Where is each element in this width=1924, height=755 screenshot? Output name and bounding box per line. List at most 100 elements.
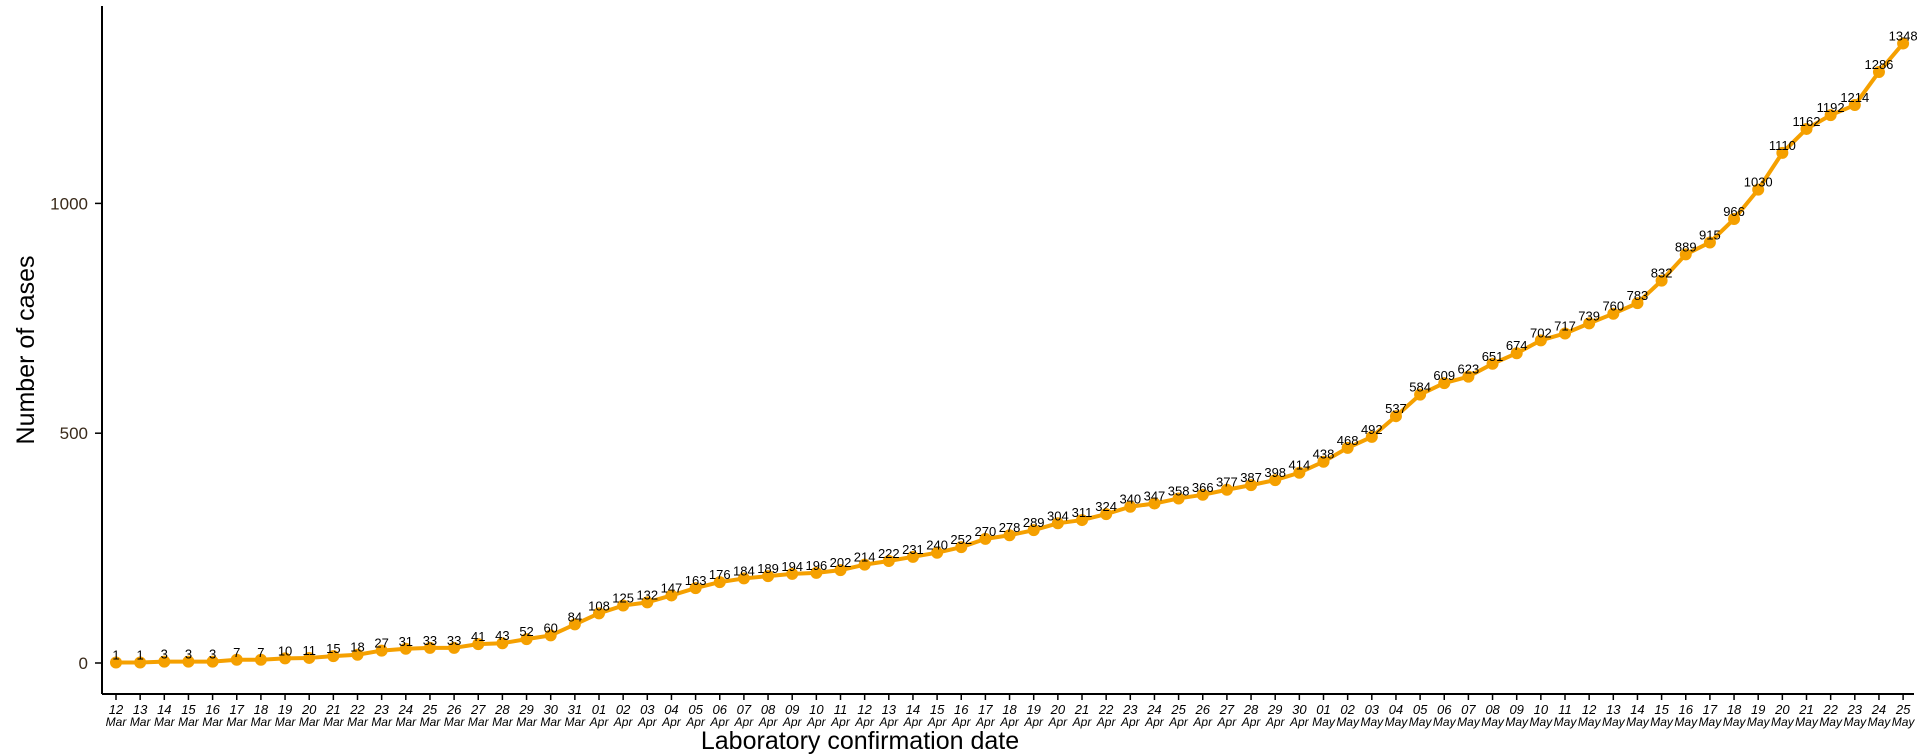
x-tick-day-label: 13 <box>133 702 148 717</box>
x-tick-month-label: Apr <box>1144 715 1165 729</box>
x-tick-month-label: May <box>1626 715 1650 729</box>
data-label: 584 <box>1409 380 1431 395</box>
x-tick-month-label: Apr <box>975 715 996 729</box>
x-tick-day-label: 23 <box>373 702 389 717</box>
data-point <box>230 653 243 666</box>
data-label: 1286 <box>1864 57 1893 72</box>
x-tick-month-label: May <box>1312 715 1336 729</box>
x-tick-month-label: May <box>1843 715 1867 729</box>
x-tick-month-label: May <box>1747 715 1771 729</box>
x-tick-day-label: 21 <box>325 702 340 717</box>
data-point <box>1897 37 1910 50</box>
data-point <box>1872 65 1885 78</box>
data-label: 609 <box>1433 368 1455 383</box>
x-axis-title: Laboratory confirmation date <box>701 727 1019 755</box>
x-tick-month-label: Mar <box>323 715 345 729</box>
data-point <box>1269 474 1282 487</box>
data-point <box>882 554 895 567</box>
data-label: 1348 <box>1889 28 1918 43</box>
data-point <box>1824 109 1837 122</box>
x-tick-month-label: Mar <box>251 715 273 729</box>
data-label: 915 <box>1699 227 1721 242</box>
x-tick-month-label: Apr <box>661 715 682 729</box>
data-label: 132 <box>636 587 658 602</box>
data-label: 43 <box>495 628 509 643</box>
x-tick-day-label: 02 <box>1340 702 1355 717</box>
x-tick-day-label: 19 <box>1026 702 1040 717</box>
series-line <box>116 42 1905 665</box>
x-tick-day-label: 18 <box>1002 702 1017 717</box>
data-label: 347 <box>1144 489 1166 504</box>
data-label: 240 <box>926 538 948 553</box>
x-tick-month-label: Mar <box>516 715 538 729</box>
x-tick-month-label: Apr <box>1192 715 1213 729</box>
data-label: 60 <box>543 620 557 635</box>
x-tick-month-label: Apr <box>951 715 972 729</box>
data-point <box>689 582 702 595</box>
data-label: 623 <box>1458 362 1480 377</box>
data-label: 125 <box>612 591 634 606</box>
data-label: 7 <box>233 645 240 660</box>
data-point <box>1728 213 1741 226</box>
x-tick-day-label: 05 <box>688 702 703 717</box>
data-label: 11 <box>302 643 316 658</box>
data-point <box>1365 430 1378 443</box>
x-tick-month-label: May <box>1578 715 1602 729</box>
data-point <box>327 650 340 663</box>
x-tick-month-label: Apr <box>1289 715 1310 729</box>
data-point <box>496 637 509 650</box>
x-tick-month-label: Apr <box>1241 715 1262 729</box>
x-tick-day-label: 15 <box>181 702 196 717</box>
x-tick-month-label: May <box>1723 715 1747 729</box>
data-label: 3 <box>209 647 216 662</box>
x-tick-month-label: Apr <box>613 715 634 729</box>
x-tick-month-label: May <box>1409 715 1433 729</box>
x-tick-month-label: Apr <box>1265 715 1286 729</box>
data-point <box>182 655 195 668</box>
x-tick-month-label: May <box>1385 715 1409 729</box>
x-tick-month-label: May <box>1699 715 1723 729</box>
data-label: 33 <box>423 633 437 648</box>
data-label: 289 <box>1023 515 1045 530</box>
x-tick-day-label: 07 <box>1461 702 1476 717</box>
data-point <box>834 564 847 577</box>
x-tick-month-label: Mar <box>226 715 248 729</box>
data-label: 537 <box>1385 401 1407 416</box>
x-tick-month-label: Apr <box>589 715 610 729</box>
data-point <box>1003 529 1016 542</box>
x-tick-month-label: Apr <box>1120 715 1141 729</box>
x-tick-month-label: May <box>1530 715 1554 729</box>
x-tick-day-label: 01 <box>592 702 606 717</box>
data-point <box>279 652 292 665</box>
x-tick-month-label: Mar <box>468 715 490 729</box>
x-tick-day-label: 27 <box>470 702 486 717</box>
x-tick-day-label: 18 <box>1727 702 1742 717</box>
x-tick-day-label: 26 <box>1195 702 1211 717</box>
x-tick-month-label: May <box>1674 715 1698 729</box>
x-ticks: 12Mar13Mar14Mar15Mar16Mar17Mar18Mar19Mar… <box>106 694 1915 729</box>
x-tick-month-label: Mar <box>130 715 152 729</box>
data-label: 340 <box>1119 492 1141 507</box>
data-label: 889 <box>1675 239 1697 254</box>
data-point <box>158 655 171 668</box>
x-tick-month-label: Apr <box>637 715 658 729</box>
data-point <box>1100 508 1113 521</box>
data-label: 783 <box>1627 288 1649 303</box>
x-tick-month-label: Mar <box>154 715 176 729</box>
data-point <box>786 567 799 580</box>
x-tick-day-label: 25 <box>1895 702 1911 717</box>
data-point <box>1076 514 1088 527</box>
data-label: 202 <box>830 555 852 570</box>
x-tick-month-label: May <box>1336 715 1360 729</box>
x-tick-day-label: 22 <box>349 702 365 717</box>
x-tick-day-label: 12 <box>857 702 872 717</box>
data-label: 231 <box>902 542 924 557</box>
x-tick-month-label: Apr <box>903 715 924 729</box>
x-tick-month-label: Apr <box>685 715 706 729</box>
x-tick-month-label: Mar <box>444 715 466 729</box>
x-tick-month-label: May <box>1360 715 1384 729</box>
data-label: 492 <box>1361 422 1383 437</box>
x-tick-day-label: 25 <box>422 702 438 717</box>
x-tick-day-label: 03 <box>1365 702 1380 717</box>
x-tick-month-label: May <box>1457 715 1481 729</box>
